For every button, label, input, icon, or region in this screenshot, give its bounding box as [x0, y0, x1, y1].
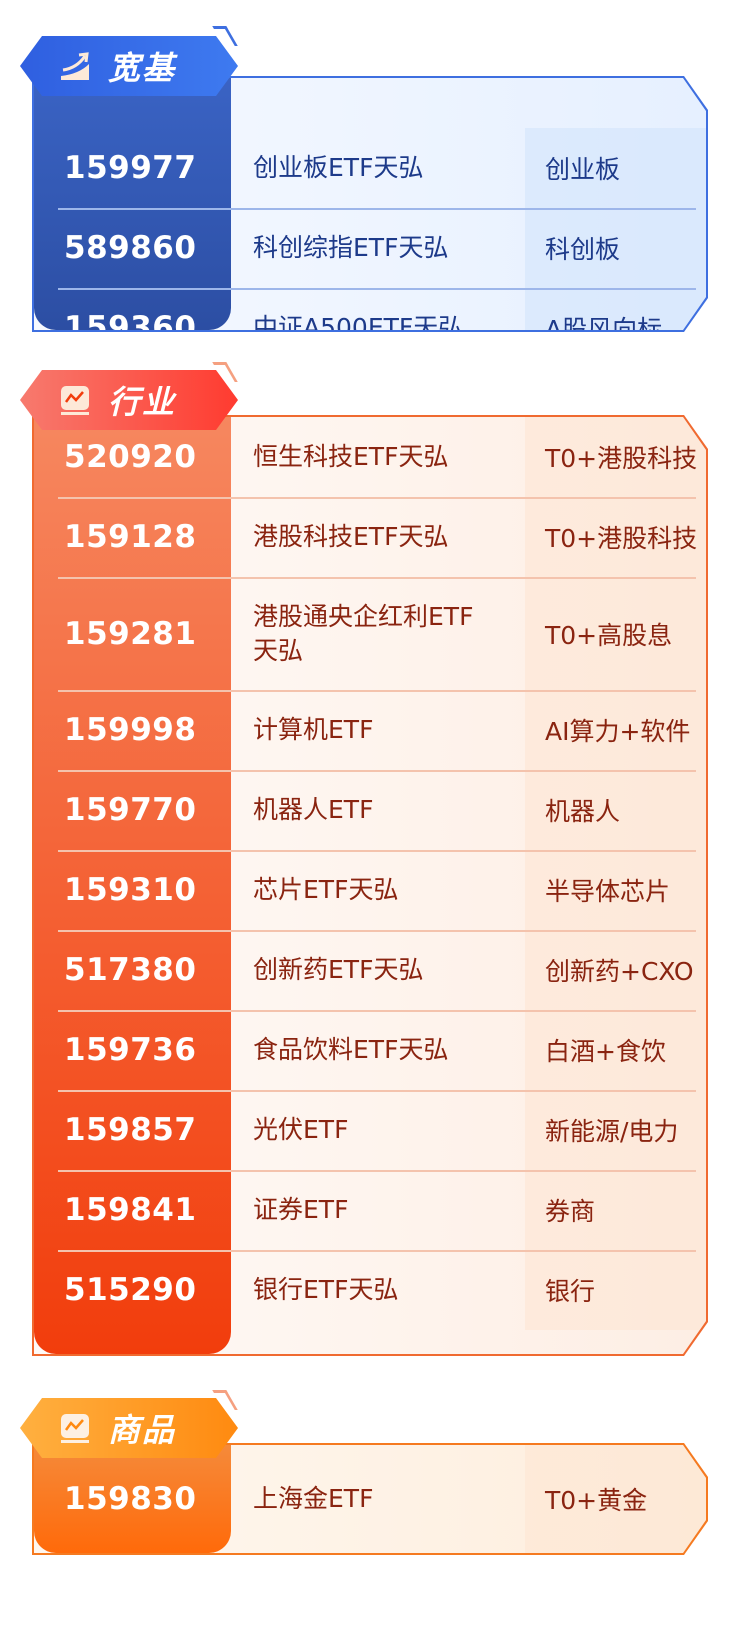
- table-row[interactable]: 159736 食品饮料ETF天弘 白酒+食饮: [34, 1010, 706, 1090]
- line-chart-icon: [58, 1411, 92, 1445]
- fund-tag: T0+高股息: [525, 577, 706, 690]
- fund-code: 515290: [64, 1272, 197, 1308]
- line-chart-icon: [58, 383, 92, 417]
- fund-name: 芯片ETF天弘: [253, 875, 399, 904]
- fund-tag: T0+港股科技: [525, 497, 706, 577]
- code-column: [34, 417, 231, 1354]
- fund-tag: 创业板: [525, 128, 706, 208]
- table-row[interactable]: 159770 机器人ETF 机器人: [34, 770, 706, 850]
- fund-name: 上海金ETF: [253, 1484, 374, 1513]
- fund-name: 计算机ETF: [253, 715, 374, 744]
- fund-code: 159360: [64, 310, 197, 346]
- fund-name: 中证A500ETF天弘: [253, 313, 464, 342]
- fund-code: 159736: [64, 1032, 197, 1068]
- fund-code: 159977: [64, 150, 197, 186]
- fund-code: 159310: [64, 872, 197, 908]
- table-row[interactable]: 159977 创业板ETF天弘 创业板: [34, 128, 706, 208]
- table-row[interactable]: 517380 创新药ETF天弘 创新药+CXO: [34, 930, 706, 1010]
- fund-name: 科创综指ETF天弘: [253, 233, 449, 262]
- table-row[interactable]: 159841 证券ETF 券商: [34, 1170, 706, 1250]
- table-row[interactable]: 159830 上海金ETF T0+黄金: [34, 1445, 706, 1553]
- fund-name: 港股科技ETF天弘: [253, 522, 449, 551]
- fund-code: 159830: [64, 1481, 197, 1517]
- table-row[interactable]: 159857 光伏ETF 新能源/电力: [34, 1090, 706, 1170]
- fund-name: 光伏ETF: [253, 1115, 349, 1144]
- fund-tag: 券商: [525, 1170, 706, 1250]
- commodity-card: 159830 上海金ETF T0+黄金: [32, 1443, 708, 1555]
- section-title: 商品: [108, 1411, 177, 1449]
- fund-code: 159841: [64, 1192, 197, 1228]
- fund-name: 创业板ETF天弘: [253, 153, 424, 182]
- table-row[interactable]: 159360 中证A500ETF天弘 A股风向标: [34, 288, 706, 368]
- section-label: 商品: [20, 1398, 238, 1458]
- section-label: 行业: [20, 370, 238, 430]
- fund-code: 159128: [64, 519, 197, 555]
- fund-name: 机器人ETF: [253, 795, 374, 824]
- fund-tag: 科创板: [525, 208, 706, 288]
- fund-tag: T0+黄金: [525, 1445, 706, 1553]
- fund-code: 159998: [64, 712, 197, 748]
- table-row[interactable]: 589860 科创综指ETF天弘 科创板: [34, 208, 706, 288]
- fund-tag: AI算力+软件: [525, 690, 706, 770]
- fund-code: 589860: [64, 230, 197, 266]
- fund-tag: 半导体芯片: [525, 850, 706, 930]
- fund-tag: 白酒+食饮: [525, 1010, 706, 1090]
- code-column: [34, 1445, 231, 1553]
- fund-name: 银行ETF天弘: [253, 1275, 399, 1304]
- fund-name: 恒生科技ETF天弘: [253, 442, 449, 471]
- fund-code: 517380: [64, 952, 197, 988]
- fund-code: 159857: [64, 1112, 197, 1148]
- fund-code: 159770: [64, 792, 197, 828]
- fund-name: 港股通央企红利ETF天弘: [253, 601, 474, 665]
- fund-code: 159281: [64, 615, 197, 652]
- fund-code: 520920: [64, 439, 197, 475]
- table-row[interactable]: 159281 港股通央企红利ETF天弘 T0+高股息: [34, 577, 706, 690]
- table-row[interactable]: 159128 港股科技ETF天弘 T0+港股科技: [34, 497, 706, 577]
- fund-tag: 新能源/电力: [525, 1090, 706, 1170]
- trend-arrow-icon: [58, 49, 92, 83]
- table-row[interactable]: 520920 恒生科技ETF天弘 T0+港股科技: [34, 417, 706, 497]
- table-row[interactable]: 159998 计算机ETF AI算力+软件: [34, 690, 706, 770]
- fund-tag: A股风向标: [525, 288, 706, 368]
- table-row[interactable]: 159310 芯片ETF天弘 半导体芯片: [34, 850, 706, 930]
- fund-name: 食品饮料ETF天弘: [253, 1035, 449, 1064]
- fund-tag: 创新药+CXO: [525, 930, 706, 1010]
- table-row[interactable]: 515290 银行ETF天弘 银行: [34, 1250, 706, 1330]
- fund-tag: T0+港股科技: [525, 417, 706, 497]
- industry-card: 520920 恒生科技ETF天弘 T0+港股科技 159128 港股科技ETF天弘 T0…: [32, 415, 708, 1356]
- section-title: 宽基: [108, 49, 177, 87]
- section-title: 行业: [108, 383, 177, 421]
- fund-name: 创新药ETF天弘: [253, 955, 424, 984]
- broad-base-card: 159977 创业板ETF天弘 创业板 589860 科创综指ETF天弘 科创板 159…: [32, 76, 708, 332]
- fund-tag: 机器人: [525, 770, 706, 850]
- fund-tag: 银行: [525, 1250, 706, 1330]
- section-label: 宽基: [20, 36, 238, 96]
- fund-name: 证券ETF: [253, 1195, 349, 1224]
